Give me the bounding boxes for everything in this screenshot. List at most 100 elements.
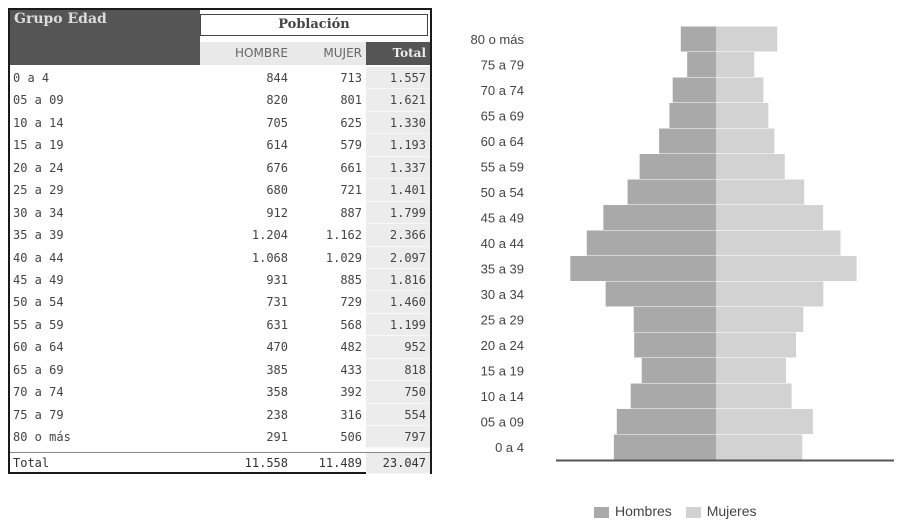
row-hombre: 1.068 bbox=[251, 250, 288, 265]
row-edad: 40 a 44 bbox=[13, 250, 64, 265]
row-total: 1.337 bbox=[366, 156, 430, 180]
category-label: 30 a 34 bbox=[481, 287, 524, 302]
bar-hombres-1 bbox=[616, 409, 716, 434]
bar-hombres-12 bbox=[659, 128, 716, 154]
legend-item-mujeres: Mujeres bbox=[685, 503, 756, 519]
category-label: 80 o más bbox=[471, 32, 525, 47]
bar-mujeres-1 bbox=[716, 409, 813, 434]
row-hombre: 844 bbox=[266, 71, 288, 85]
population-table: Grupo Edad Población HOMBRE MUJER Total … bbox=[8, 8, 432, 474]
row-total: 1.199 bbox=[366, 313, 430, 337]
total-total: 23.047 bbox=[366, 453, 430, 474]
row-edad: 65 a 69 bbox=[13, 362, 64, 377]
total-label: Total bbox=[13, 456, 50, 470]
bar-mujeres-6 bbox=[716, 281, 824, 307]
row-mujer: 1.162 bbox=[325, 228, 362, 243]
row-hombre: 385 bbox=[266, 362, 288, 377]
row-hombre: 470 bbox=[266, 340, 288, 355]
total-mujer: 11.489 bbox=[318, 456, 362, 470]
row-hombre: 358 bbox=[266, 385, 288, 400]
row-edad: 25 a 29 bbox=[13, 183, 64, 198]
bar-hombres-11 bbox=[639, 154, 716, 179]
table-body: 0 a 4 844 713 1.557 05 a 09 820 801 1.621 10 a 1… bbox=[10, 67, 430, 449]
row-edad: 15 a 19 bbox=[13, 138, 64, 153]
row-total: 2.366 bbox=[366, 224, 430, 247]
category-label: 20 a 24 bbox=[481, 338, 524, 353]
bar-hombres-2 bbox=[630, 383, 716, 409]
table-row: 75 a 79 238 316 554 bbox=[10, 403, 430, 426]
category-label: 65 a 69 bbox=[481, 109, 524, 124]
row-edad: 10 a 14 bbox=[13, 115, 64, 130]
row-total: 818 bbox=[366, 358, 430, 382]
row-mujer: 482 bbox=[340, 340, 362, 355]
row-hombre: 931 bbox=[266, 272, 288, 287]
category-label: 15 a 19 bbox=[481, 364, 524, 379]
row-mujer: 568 bbox=[340, 317, 362, 332]
bar-mujeres-12 bbox=[716, 128, 775, 154]
row-mujer: 506 bbox=[340, 430, 362, 444]
bar-hombres-15 bbox=[687, 52, 716, 77]
row-hombre: 912 bbox=[266, 205, 288, 220]
table-row: 65 a 69 385 433 818 bbox=[10, 358, 430, 382]
row-hombre: 705 bbox=[266, 115, 288, 130]
bar-mujeres-0 bbox=[716, 434, 803, 460]
table-row: 20 a 24 676 661 1.337 bbox=[10, 156, 430, 180]
bar-hombres-4 bbox=[634, 332, 716, 358]
category-label: 35 a 39 bbox=[481, 262, 524, 277]
row-edad: 50 a 54 bbox=[13, 295, 64, 310]
row-mujer: 713 bbox=[340, 71, 362, 85]
header-poblacion: Población bbox=[200, 14, 428, 36]
table-row: 10 a 14 705 625 1.330 bbox=[10, 111, 430, 135]
row-total: 1.557 bbox=[366, 67, 430, 90]
category-label: 45 a 49 bbox=[481, 211, 524, 226]
row-total: 1.816 bbox=[366, 268, 430, 292]
row-hombre: 631 bbox=[266, 317, 288, 332]
row-mujer: 316 bbox=[340, 407, 362, 422]
bar-mujeres-2 bbox=[716, 383, 792, 409]
table-row: 15 a 19 614 579 1.193 bbox=[10, 134, 430, 157]
row-edad: 60 a 64 bbox=[13, 340, 64, 355]
row-mujer: 801 bbox=[340, 93, 362, 108]
row-edad: 75 a 79 bbox=[13, 407, 64, 422]
row-mujer: 625 bbox=[340, 115, 362, 130]
bar-mujeres-7 bbox=[716, 256, 857, 281]
legend-item-hombres: Hombres bbox=[594, 503, 676, 519]
row-mujer: 579 bbox=[340, 138, 362, 153]
category-label: 25 a 29 bbox=[481, 313, 524, 328]
header-total: Total bbox=[366, 42, 430, 65]
bar-hombres-5 bbox=[633, 307, 716, 332]
row-hombre: 680 bbox=[266, 183, 288, 198]
row-total: 1.460 bbox=[366, 291, 430, 314]
row-mujer: 392 bbox=[340, 385, 362, 400]
row-mujer: 1.029 bbox=[325, 250, 362, 265]
bar-mujeres-10 bbox=[716, 179, 805, 205]
row-edad: 55 a 59 bbox=[13, 317, 64, 332]
category-label: 55 a 59 bbox=[481, 160, 524, 175]
bar-mujeres-3 bbox=[716, 358, 787, 383]
bar-mujeres-11 bbox=[716, 154, 785, 179]
row-hombre: 1.204 bbox=[251, 228, 288, 243]
row-edad: 70 a 74 bbox=[13, 385, 64, 400]
bar-hombres-10 bbox=[627, 179, 716, 205]
legend-swatch-hombres bbox=[594, 506, 609, 518]
table-row: 70 a 74 358 392 750 bbox=[10, 381, 430, 404]
bar-mujeres-14 bbox=[716, 77, 764, 103]
bar-mujeres-16 bbox=[716, 26, 778, 52]
table-row: 45 a 49 931 885 1.816 bbox=[10, 268, 430, 292]
row-hombre: 820 bbox=[266, 93, 288, 108]
table-row: 55 a 59 631 568 1.199 bbox=[10, 313, 430, 337]
category-label: 50 a 54 bbox=[481, 185, 524, 200]
row-total: 1.401 bbox=[366, 179, 430, 202]
row-total: 952 bbox=[366, 336, 430, 359]
legend-label-hombres: Hombres bbox=[615, 503, 672, 519]
chart-legend: Hombres Mujeres bbox=[594, 503, 766, 519]
row-total: 1.330 bbox=[366, 111, 430, 135]
category-label: 60 a 64 bbox=[481, 134, 524, 149]
bar-mujeres-15 bbox=[716, 52, 755, 77]
table-row: 30 a 34 912 887 1.799 bbox=[10, 201, 430, 225]
row-hombre: 238 bbox=[266, 407, 288, 422]
row-total: 1.799 bbox=[366, 201, 430, 225]
table-row: 80 o más 291 506 797 bbox=[10, 426, 430, 449]
category-label: 40 a 44 bbox=[481, 236, 524, 251]
category-label: 70 a 74 bbox=[481, 83, 524, 98]
